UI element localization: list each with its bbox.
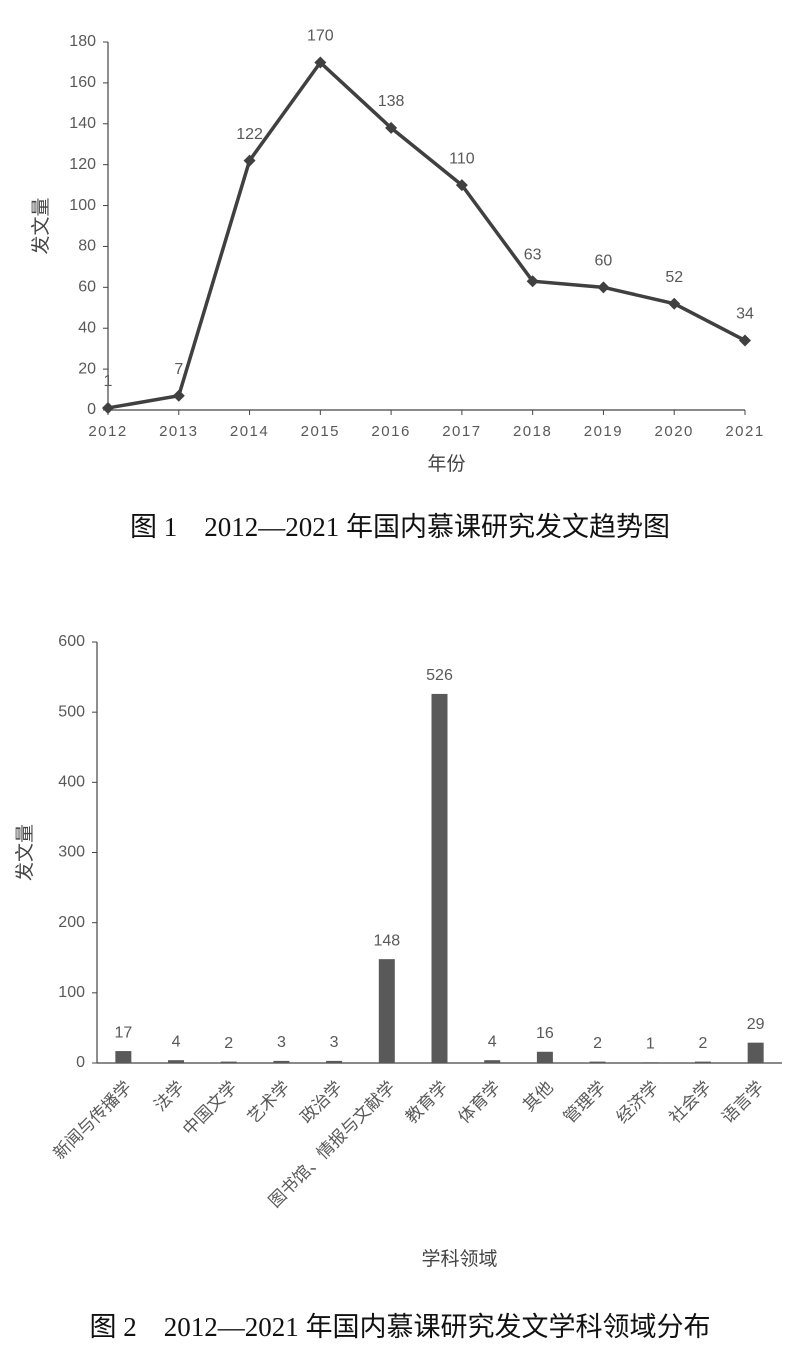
point bbox=[526, 275, 539, 288]
point bbox=[314, 56, 327, 69]
x-tick-label: 经济学 bbox=[613, 1078, 662, 1127]
data-label: 3 bbox=[330, 1034, 339, 1051]
x-tick-label: 2016 bbox=[371, 423, 410, 440]
data-label: 34 bbox=[736, 306, 754, 323]
y-tick-label: 180 bbox=[69, 33, 96, 50]
bar bbox=[536, 1051, 553, 1063]
bar bbox=[168, 1060, 185, 1063]
data-label: 1 bbox=[104, 373, 113, 390]
x-tick-label: 2021 bbox=[725, 423, 764, 440]
point bbox=[102, 401, 114, 414]
x-tick-label: 2013 bbox=[159, 423, 198, 440]
x-tick-label: 社会学 bbox=[665, 1078, 714, 1127]
y-axis-title: 发文量 bbox=[30, 197, 52, 254]
x-tick-label: 2017 bbox=[442, 423, 481, 440]
y-tick-label: 40 bbox=[78, 319, 96, 336]
data-label: 52 bbox=[665, 269, 683, 286]
data-label: 16 bbox=[536, 1025, 554, 1042]
point bbox=[739, 334, 751, 347]
data-label: 2 bbox=[593, 1035, 602, 1052]
data-label: 2 bbox=[224, 1035, 233, 1052]
line bbox=[107, 59, 746, 410]
bar bbox=[484, 1060, 501, 1063]
x-tick-label: 语言学 bbox=[718, 1078, 767, 1127]
y-tick-label: 80 bbox=[78, 238, 96, 255]
x-tick-label: 教育学 bbox=[402, 1078, 451, 1127]
bar bbox=[747, 1042, 764, 1063]
x-tick-label: 2015 bbox=[301, 423, 340, 440]
data-label: 4 bbox=[172, 1033, 181, 1050]
x-tick-label: 2020 bbox=[655, 423, 694, 440]
caption: 图 1 2012—2021 年国内慕课研究发文趋势图 bbox=[130, 512, 670, 542]
data-label: 3 bbox=[277, 1034, 286, 1051]
x-tick-label: 中国文学 bbox=[179, 1078, 241, 1140]
bar bbox=[326, 1060, 343, 1063]
x-axis-title: 年份 bbox=[427, 453, 465, 475]
y-tick-label: 140 bbox=[69, 115, 96, 132]
caption: 图 2 2012—2021 年国内慕课研究发文学科领域分布 bbox=[90, 1312, 711, 1342]
data-label: 170 bbox=[307, 28, 334, 45]
bar bbox=[431, 693, 448, 1063]
data-label: 29 bbox=[747, 1016, 765, 1033]
y-tick-label: 20 bbox=[78, 360, 96, 377]
bar bbox=[220, 1061, 237, 1063]
y-tick-label: 0 bbox=[76, 1054, 85, 1071]
data-label: 4 bbox=[488, 1033, 497, 1050]
bar bbox=[378, 959, 395, 1063]
bar bbox=[694, 1061, 711, 1063]
x-tick-label: 2014 bbox=[230, 423, 269, 440]
x-tick-label: 艺术学 bbox=[244, 1078, 293, 1127]
x-axis-title: 学科领域 bbox=[421, 1248, 497, 1270]
bar bbox=[642, 1062, 659, 1063]
x-tick-label: 2012 bbox=[88, 423, 127, 440]
y-tick-label: 300 bbox=[58, 844, 85, 861]
data-label: 138 bbox=[378, 93, 405, 110]
bar bbox=[273, 1060, 290, 1063]
point bbox=[385, 121, 398, 134]
y-tick-label: 0 bbox=[87, 401, 96, 418]
x-tick-label: 其他 bbox=[519, 1078, 556, 1115]
y-tick-label: 400 bbox=[58, 774, 85, 791]
data-label: 110 bbox=[449, 150, 475, 167]
bar bbox=[115, 1051, 132, 1063]
y-axis-title: 发文量 bbox=[14, 824, 36, 881]
point bbox=[243, 154, 256, 167]
y-tick-label: 500 bbox=[58, 703, 85, 720]
data-label: 1 bbox=[646, 1036, 655, 1053]
y-tick-label: 60 bbox=[78, 279, 96, 296]
x-tick-label: 政治学 bbox=[297, 1078, 346, 1127]
data-label: 526 bbox=[426, 667, 453, 684]
bar bbox=[589, 1061, 606, 1063]
x-tick-label: 新闻与传播学 bbox=[50, 1078, 136, 1164]
x-tick-label: 管理学 bbox=[560, 1078, 609, 1127]
y-tick-label: 120 bbox=[69, 156, 96, 173]
y-tick-label: 600 bbox=[58, 633, 85, 650]
point bbox=[455, 179, 468, 192]
point bbox=[172, 389, 185, 402]
x-tick-label: 2019 bbox=[584, 423, 623, 440]
point bbox=[597, 281, 610, 294]
data-label: 63 bbox=[524, 246, 542, 263]
point bbox=[668, 297, 681, 310]
y-tick-label: 100 bbox=[58, 984, 85, 1001]
y-tick-label: 200 bbox=[58, 914, 85, 931]
data-label: 122 bbox=[236, 126, 263, 143]
x-tick-label: 2018 bbox=[513, 423, 552, 440]
data-label: 2 bbox=[699, 1035, 708, 1052]
data-label: 7 bbox=[174, 361, 183, 378]
x-tick-label: 体育学 bbox=[455, 1078, 504, 1127]
y-tick-label: 160 bbox=[69, 74, 96, 91]
data-label: 60 bbox=[595, 253, 613, 270]
data-label: 17 bbox=[114, 1024, 132, 1041]
data-label: 148 bbox=[373, 932, 400, 949]
x-tick-label: 法学 bbox=[151, 1078, 188, 1115]
y-tick-label: 100 bbox=[69, 197, 96, 214]
